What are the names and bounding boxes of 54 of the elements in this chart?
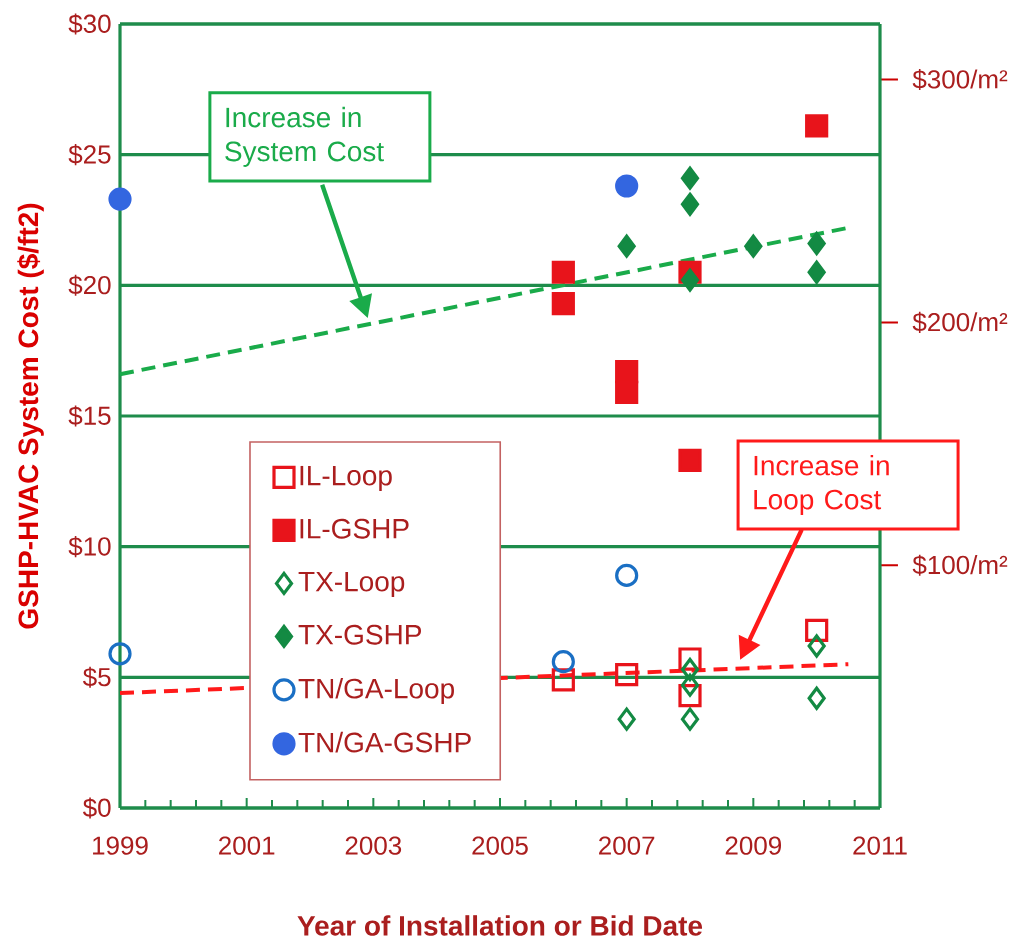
point [615,174,639,198]
point [108,642,132,666]
y-tick-label: $15 [68,405,111,427]
y-tick-label: $0 [82,797,111,819]
legend-label: IL-Loop [300,465,392,492]
y-tick-label: $10 [68,536,111,558]
point [551,260,575,284]
legend-label: TX-Loop [298,571,405,598]
x-tick-label: 1999 [93,836,148,855]
point [551,292,575,316]
point [615,359,639,384]
point [551,650,575,674]
point [680,673,700,697]
y2-tick-label: $300/m² [912,69,1008,91]
legend-label: TX-GSHP [298,624,421,645]
annotation: Increase in Loop Cost [754,454,889,516]
point [807,231,826,256]
y2-tick-label: $200/m² [912,311,1008,333]
y-tick-label: $20 [68,274,111,296]
point [108,187,132,211]
point [678,684,702,708]
point [807,634,826,658]
point [615,663,639,687]
x-tick-label: 2007 [599,836,655,855]
x-tick-label: 2009 [725,836,782,855]
point [615,380,639,405]
point [678,647,702,671]
x-tick-label: 2005 [472,836,528,855]
x-axis-title: Year of Installation or Bid Date [297,915,703,936]
x-tick-label: 2003 [345,836,402,855]
legend-label: TN/GA-Loop [298,677,454,705]
point [678,448,702,473]
annotation: Increase in System Cost [225,106,384,167]
point [807,260,826,284]
point [807,686,826,710]
point [617,234,636,258]
x-tick-label: 2001 [219,836,275,855]
y-tick-label: $30 [68,13,111,35]
point [680,166,700,190]
point [680,707,700,731]
point [680,192,700,216]
point [805,114,829,138]
point [615,563,639,588]
y-tick-label: $5 [82,666,111,688]
legend-label: TN/GA-GSHP [298,731,471,753]
point [680,268,700,292]
legend-label: IL-GSHP [300,518,409,539]
y-axis-title: GSHP-HVAC System Cost ($/ft2) [17,203,44,629]
point [617,707,636,731]
point [744,234,763,258]
y-tick-label: $25 [68,144,111,166]
point [680,657,700,682]
x-tick-label: 2011 [853,836,907,855]
y2-tick-label: $100/m² [912,554,1008,576]
